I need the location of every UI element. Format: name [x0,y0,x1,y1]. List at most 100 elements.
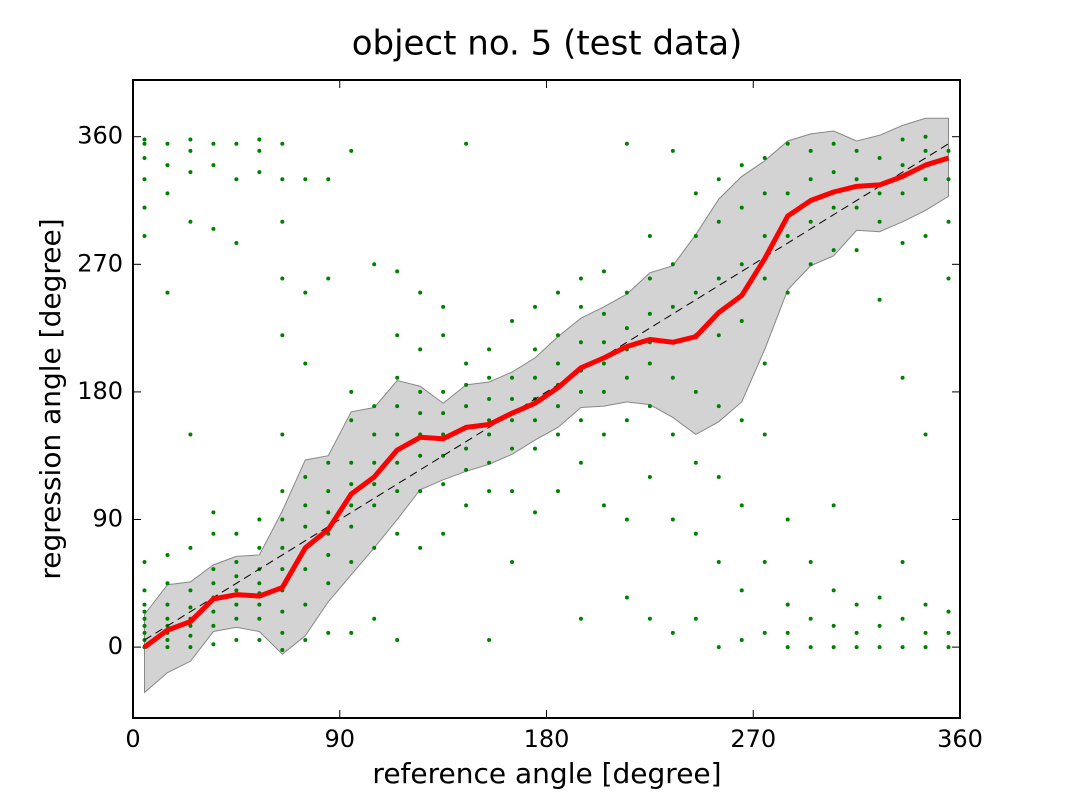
point [418,389,423,394]
point [555,361,560,366]
y-tick-label: 90 [92,505,123,533]
point [624,517,629,522]
point [142,141,147,146]
point [900,137,905,142]
point [510,319,515,324]
point [739,163,744,168]
point [785,645,790,650]
point [854,602,859,607]
point [785,290,790,295]
point [257,602,262,607]
point [946,148,951,153]
point [601,389,606,394]
point [785,517,790,522]
point [326,489,331,494]
point [142,233,147,238]
point [900,241,905,246]
point [303,638,308,643]
point [165,552,170,557]
point [555,432,560,437]
point [234,141,239,146]
point [142,205,147,210]
point [211,226,216,231]
point [808,148,813,153]
point [854,177,859,182]
point [303,567,308,572]
point [900,560,905,565]
x-tick-label: 90 [324,725,355,753]
point [762,361,767,366]
point [854,630,859,635]
point [831,170,836,175]
point [831,588,836,593]
identity-line [144,143,949,641]
point [693,616,698,621]
point [877,297,882,302]
point [418,545,423,550]
point [900,375,905,380]
point [647,276,652,281]
point [142,623,147,628]
point [670,432,675,437]
point [372,616,377,621]
point [188,148,193,153]
point [211,581,216,586]
point [533,347,538,352]
point [923,645,928,650]
point [188,588,193,593]
point [257,581,262,586]
point [211,163,216,168]
point [510,489,515,494]
point [487,460,492,465]
point [762,191,767,196]
point [165,191,170,196]
point [900,645,905,650]
point [923,233,928,238]
point [716,219,721,224]
point [280,647,285,652]
point [533,418,538,423]
point [234,574,239,579]
point [785,233,790,238]
point [234,602,239,607]
point [188,545,193,550]
point [510,397,515,401]
point [693,233,698,238]
point [165,163,170,168]
point [441,333,446,338]
point [280,489,285,494]
point [877,595,882,600]
point [739,205,744,210]
point [762,560,767,565]
point [716,404,721,409]
point [441,389,446,394]
point [739,588,744,593]
point [418,347,423,352]
point [257,616,262,621]
point [533,375,538,380]
point [280,219,285,224]
point [326,177,331,182]
point [395,460,400,465]
point [762,155,767,160]
mean-line [142,155,950,650]
point [670,304,675,309]
point [785,630,790,635]
point [326,510,331,515]
point [188,137,193,142]
point [877,645,882,650]
point [693,460,698,465]
point [831,623,836,628]
point [877,155,882,160]
point [762,233,767,238]
point [349,503,354,508]
point [464,141,469,146]
point [900,616,905,621]
point [785,191,790,196]
y-tick-label: 270 [77,249,123,277]
point [693,389,698,394]
point [808,177,813,182]
point [464,361,469,366]
point [946,630,951,635]
point [624,375,629,380]
